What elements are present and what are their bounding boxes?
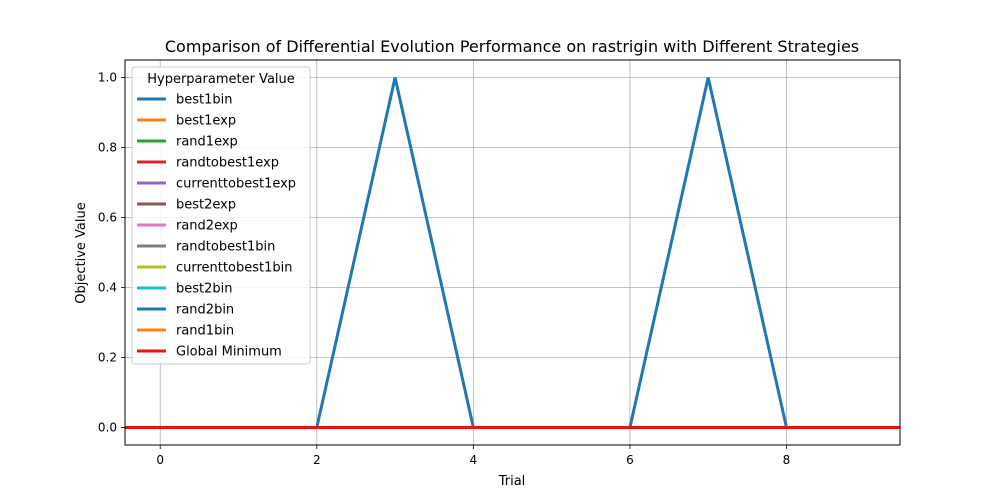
y-tick-label: 1.0 — [98, 71, 117, 85]
y-tick-label: 0.2 — [98, 351, 117, 365]
x-tick-label: 8 — [783, 453, 791, 467]
legend: Hyperparameter Value best1bin best1exp ran… — [131, 66, 311, 365]
legend-label: rand2exp — [176, 219, 238, 234]
legend-items: best1bin best1exp rand1exp randtobest1exp cu… — [137, 93, 296, 360]
legend-box — [131, 66, 311, 365]
legend-label: randtobest1bin — [176, 240, 275, 255]
x-axis-ticks: 0 2 4 6 8 — [156, 445, 790, 467]
legend-label: rand1exp — [176, 135, 238, 150]
x-tick-label: 4 — [470, 453, 478, 467]
x-tick-label: 6 — [626, 453, 634, 467]
y-tick-label: 0.8 — [98, 141, 117, 155]
y-axis-ticks: 0.0 0.2 0.4 0.6 0.8 1.0 — [98, 71, 125, 435]
legend-label: Global Minimum — [176, 345, 282, 360]
x-tick-label: 0 — [156, 453, 164, 467]
legend-label: best2exp — [176, 198, 236, 213]
y-axis-label: Objective Value — [74, 202, 89, 303]
legend-label: rand1bin — [176, 324, 234, 339]
legend-label: best1bin — [176, 93, 233, 108]
plot-frame — [124, 59, 901, 446]
y-tick-label: 0.6 — [98, 211, 117, 225]
chart-title: Comparison of Differential Evolution Per… — [165, 37, 859, 56]
y-tick-label: 0.4 — [98, 281, 117, 295]
legend-label: rand2bin — [176, 303, 234, 318]
x-tick-label: 2 — [313, 453, 321, 467]
legend-label: currenttobest1exp — [176, 177, 296, 192]
y-tick-label: 0.0 — [98, 421, 117, 435]
legend-title: Hyperparameter Value — [147, 72, 295, 87]
x-axis-label: Trial — [498, 474, 526, 489]
legend-label: best1exp — [176, 114, 236, 129]
legend-label: best2bin — [176, 282, 233, 297]
legend-label: currenttobest1bin — [176, 261, 292, 276]
legend-label: randtobest1exp — [176, 156, 279, 171]
